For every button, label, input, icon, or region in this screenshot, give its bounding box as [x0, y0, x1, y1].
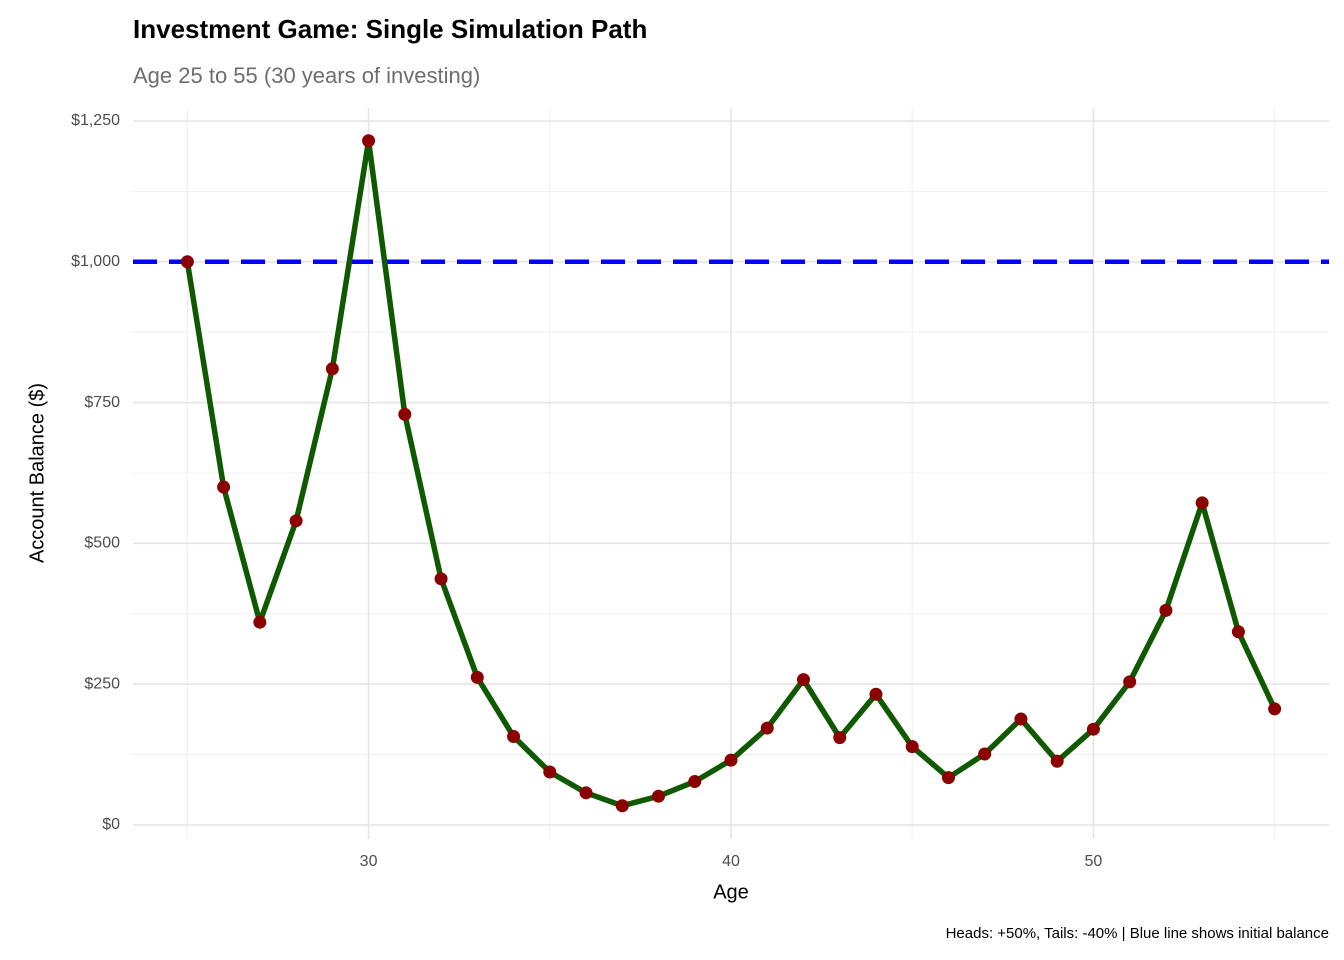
data-point: [688, 775, 702, 789]
data-point: [362, 134, 376, 148]
data-point: [941, 771, 955, 785]
data-point: [905, 740, 919, 754]
x-tick-label: 40: [722, 853, 740, 870]
data-point: [1159, 603, 1173, 617]
data-point: [217, 480, 231, 494]
data-point: [1014, 712, 1028, 726]
x-tick-label: 50: [1085, 853, 1103, 870]
data-point: [760, 721, 774, 735]
data-point: [470, 670, 484, 684]
y-tick-label: $0: [102, 816, 120, 833]
y-tick-label: $1,250: [71, 112, 120, 129]
caption: Heads: +50%, Tails: -40% | Blue line sho…: [946, 925, 1329, 942]
data-point: [1050, 754, 1064, 768]
data-point: [615, 799, 629, 813]
data-point: [1195, 496, 1209, 510]
x-tick-label: 30: [360, 853, 378, 870]
data-point: [978, 747, 992, 761]
y-tick-label: $500: [84, 535, 120, 552]
x-axis-label: Age: [713, 881, 749, 903]
data-point: [652, 789, 666, 803]
data-point: [398, 407, 412, 421]
data-point: [1123, 675, 1137, 689]
data-point: [1231, 625, 1245, 639]
data-point: [1268, 702, 1282, 716]
data-point: [869, 687, 883, 701]
y-tick-label: $750: [84, 394, 120, 411]
data-point: [325, 362, 339, 376]
data-point: [796, 673, 810, 687]
y-tick-label: $1,000: [71, 253, 120, 270]
data-point: [253, 615, 267, 629]
data-point: [579, 786, 593, 800]
data-point: [434, 572, 448, 586]
data-point: [833, 731, 847, 745]
data-point: [1086, 722, 1100, 736]
y-tick-label: $250: [84, 675, 120, 692]
data-point: [724, 753, 738, 767]
data-point: [289, 514, 303, 528]
data-point: [180, 255, 194, 269]
y-axis-label: Account Balance ($): [26, 383, 48, 563]
data-point: [543, 765, 557, 779]
data-point: [507, 730, 521, 744]
chart-subtitle: Age 25 to 55 (30 years of investing): [133, 63, 480, 88]
chart-title: Investment Game: Single Simulation Path: [133, 14, 647, 44]
